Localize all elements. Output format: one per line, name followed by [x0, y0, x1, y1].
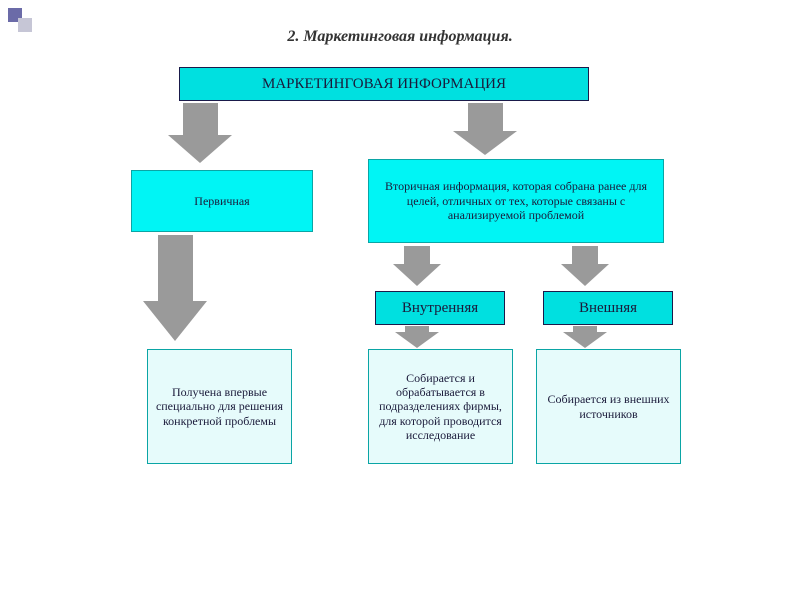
node-root-label: МАРКЕТИНГОВАЯ ИНФОРМАЦИЯ	[262, 75, 506, 93]
node-primary-label: Первичная	[194, 194, 249, 208]
node-secondary-label: Вторичная информация, которая собрана ра…	[375, 179, 657, 222]
arrow-stem	[404, 246, 430, 264]
node-collected-ext: Собирается из внешних источников	[536, 349, 681, 464]
node-internal: Внутренняя	[375, 291, 505, 325]
node-external: Внешняя	[543, 291, 673, 325]
node-collected-ext-label: Собирается из внешних источников	[543, 392, 674, 421]
arrow-head	[453, 131, 517, 155]
arrow-head	[168, 135, 232, 163]
arrow-head	[561, 264, 609, 286]
arrow-head	[143, 301, 207, 341]
node-internal-label: Внутренняя	[402, 299, 478, 317]
node-root: МАРКЕТИНГОВАЯ ИНФОРМАЦИЯ	[179, 67, 589, 101]
node-got-first: Получена впервые специально для решения …	[147, 349, 292, 464]
page-title: 2. Маркетинговая информация.	[0, 28, 800, 46]
node-primary: Первичная	[131, 170, 313, 232]
arrow-stem	[572, 246, 598, 264]
node-secondary: Вторичная информация, которая собрана ра…	[368, 159, 664, 243]
arrow-head	[563, 332, 607, 348]
node-got-first-label: Получена впервые специально для решения …	[154, 385, 285, 428]
node-external-label: Внешняя	[579, 299, 637, 317]
node-collected-in-label: Собирается и обрабатывается в подразделе…	[375, 371, 506, 443]
arrow-stem	[158, 235, 193, 301]
arrow-stem	[468, 103, 503, 131]
node-collected-in: Собирается и обрабатывается в подразделе…	[368, 349, 513, 464]
arrow-head	[395, 332, 439, 348]
arrow-head	[393, 264, 441, 286]
arrow-stem	[183, 103, 218, 135]
